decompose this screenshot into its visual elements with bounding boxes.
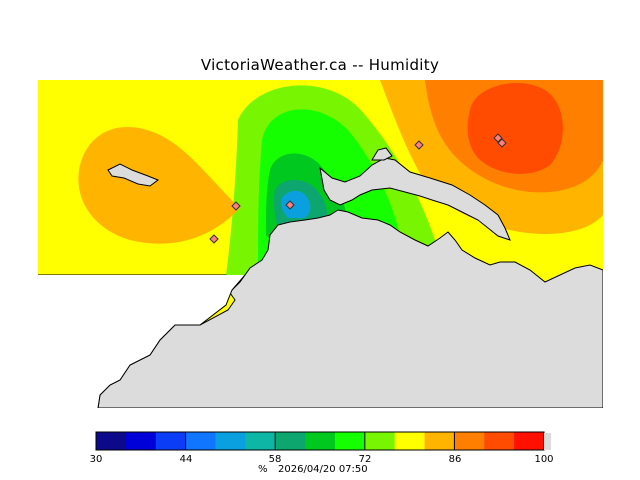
legend-swatch [484, 432, 515, 450]
legend-tick-3: 58 [268, 454, 282, 465]
legend-swatch [185, 432, 216, 450]
station-6[interactable] [497, 138, 507, 148]
legend-swatch [394, 432, 426, 450]
legend-colorbar [96, 432, 545, 450]
station-1[interactable] [231, 201, 241, 211]
island-small [371, 147, 393, 161]
legend-swatch [305, 432, 336, 450]
legend-tick-5: 86 [448, 454, 462, 465]
legend-tick-4: 72 [358, 454, 372, 465]
legend-swatch [424, 432, 455, 450]
legend-timestamp: 2026/04/20 07:50 [278, 464, 368, 475]
legend-swatch [215, 432, 246, 450]
legend-unit: % [258, 464, 268, 475]
legend-swatch [245, 432, 276, 450]
legend-swatch [96, 432, 127, 450]
legend-swatch [125, 432, 157, 450]
legend-tick-6: 100 [534, 454, 554, 465]
island-lake [107, 163, 160, 187]
legend-swatch [514, 432, 545, 450]
station-3[interactable] [285, 200, 295, 210]
station-markers [209, 133, 507, 244]
contour-west-orange [78, 126, 240, 244]
map-title: VictoriaWeather.ca -- Humidity [200, 56, 440, 74]
no-data-region [38, 275, 245, 408]
legend-tick-2: 44 [179, 454, 193, 465]
legend-swatch [454, 432, 485, 450]
station-5[interactable] [493, 133, 503, 143]
contour-44-46 [281, 190, 311, 218]
humidity-field [38, 80, 603, 408]
legend-swatch [275, 432, 306, 450]
coastline-west [97, 274, 246, 408]
legend-swatch [155, 432, 187, 450]
station-2[interactable] [209, 234, 219, 244]
legend-tick-1: 30 [89, 454, 103, 465]
legend-swatch [334, 432, 366, 450]
legend-swatch [364, 432, 396, 450]
station-4[interactable] [414, 140, 424, 150]
legend-shadow [544, 433, 551, 450]
contour-ne-redorange [467, 82, 563, 174]
